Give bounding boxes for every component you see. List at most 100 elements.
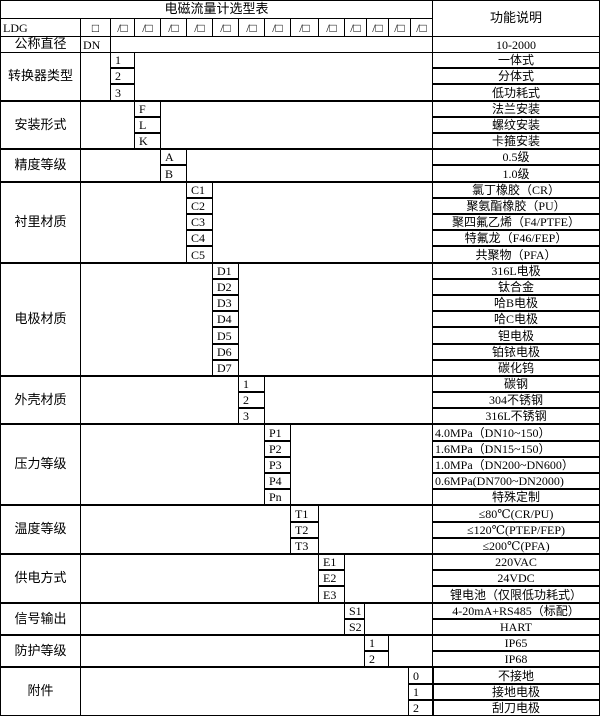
option-description: 0.6MPa(DN700~DN2000) [432, 473, 600, 489]
option-description: 碳钢 [432, 376, 600, 392]
option-description: 0.5级 [432, 149, 600, 165]
option-description: 4-20mA+RS485（标配） [432, 603, 600, 619]
option-code: D7 [212, 360, 239, 376]
model-box: /□ [344, 18, 367, 37]
option-description: 刮刀电极 [432, 700, 600, 716]
option-description: 304不锈钢 [432, 392, 600, 408]
option-code: 1 [364, 635, 389, 651]
nominal-diameter-label: 公称直径 [0, 36, 81, 53]
empty-cell [318, 505, 433, 554]
empty-cell [388, 635, 433, 667]
option-description: 316L不锈钢 [432, 408, 600, 424]
empty-cell [80, 149, 161, 182]
option-code: E2 [318, 570, 345, 586]
option-code: L [134, 117, 161, 133]
option-description: 分体式 [432, 68, 600, 84]
model-box: /□ [366, 18, 389, 37]
option-code: D6 [212, 344, 239, 360]
option-description: 一体式 [432, 52, 600, 68]
option-description: 220VAC [432, 554, 600, 570]
option-code: Pn [264, 489, 291, 505]
option-code: P2 [264, 441, 291, 457]
empty-cell [80, 263, 213, 376]
option-description: 1.0MPa（DN200~DN600） [432, 457, 600, 473]
function-header: 功能说明 [432, 0, 600, 37]
option-code: F [134, 101, 161, 117]
option-code: C3 [186, 214, 213, 230]
empty-cell [160, 101, 433, 149]
model-box: □ [80, 18, 111, 37]
empty-cell [80, 505, 291, 554]
empty-cell [110, 36, 433, 53]
option-code: K [134, 133, 161, 149]
option-description: 特氟龙（F46/FEP） [432, 230, 600, 246]
option-code: E3 [318, 586, 345, 603]
option-description: ≤200℃(PFA) [432, 538, 600, 554]
model-box: /□ [212, 18, 239, 37]
option-code: T2 [290, 522, 319, 538]
option-description: 特殊定制 [432, 489, 600, 505]
option-description: 1.0级 [432, 165, 600, 182]
group-label: 衬里材质 [0, 182, 81, 263]
model-box: /□ [318, 18, 345, 37]
option-description: 哈B电极 [432, 295, 600, 311]
option-description: 哈C电极 [432, 311, 600, 327]
group-label: 外壳材质 [0, 376, 81, 424]
group-label: 信号输出 [0, 603, 81, 635]
empty-cell [364, 603, 433, 635]
empty-cell [80, 52, 111, 101]
empty-cell [186, 149, 433, 182]
option-code: 2 [408, 700, 433, 716]
model-prefix: LDG [0, 18, 81, 37]
option-code: C2 [186, 198, 213, 214]
option-description: 螺纹安装 [432, 117, 600, 133]
empty-cell [80, 635, 365, 667]
option-code: 1 [408, 684, 433, 700]
option-description: 钽电极 [432, 327, 600, 344]
option-description: 钛合金 [432, 279, 600, 295]
option-description: 卡箍安装 [432, 133, 600, 149]
option-code: D1 [212, 263, 239, 279]
model-box: /□ [264, 18, 291, 37]
option-code: P1 [264, 424, 291, 441]
option-description: 共聚物（PFA） [432, 246, 600, 263]
option-description: IP65 [432, 635, 600, 651]
option-description: 氯丁橡胶（CR） [432, 182, 600, 198]
option-code: S1 [344, 603, 365, 619]
option-description: 低功耗式 [432, 84, 600, 101]
model-box: /□ [388, 18, 411, 37]
option-code: 2 [110, 68, 135, 84]
option-code: T3 [290, 538, 319, 554]
group-label: 供电方式 [0, 554, 81, 603]
option-code: P4 [264, 473, 291, 489]
model-box: /□ [160, 18, 187, 37]
option-description: 接地电极 [432, 684, 600, 700]
group-label: 防护等级 [0, 635, 81, 667]
empty-cell [80, 101, 135, 149]
option-code: S2 [344, 619, 365, 635]
option-description: 4.0MPa（DN10~150） [432, 424, 600, 441]
option-description: 锂电池（仅限低功耗式） [432, 586, 600, 603]
model-box: /□ [110, 18, 135, 37]
model-box: /□ [134, 18, 161, 37]
model-box: /□ [186, 18, 213, 37]
model-box: /□ [290, 18, 319, 37]
option-description: 法兰安装 [432, 101, 600, 117]
group-label: 压力等级 [0, 424, 81, 505]
empty-cell [80, 603, 345, 635]
option-description: 聚氨酯橡胶（PU） [432, 198, 600, 214]
group-label: 温度等级 [0, 505, 81, 554]
option-code: 1 [110, 52, 135, 68]
option-code: E1 [318, 554, 345, 570]
option-code: D3 [212, 295, 239, 311]
option-code: C1 [186, 182, 213, 198]
group-label: 安装形式 [0, 101, 81, 149]
empty-cell [80, 376, 239, 424]
nominal-diameter-code: DN [80, 36, 111, 53]
option-code: B [160, 165, 187, 182]
option-code: 3 [110, 84, 135, 101]
option-description: 1.6MPa（DN15~150） [432, 441, 600, 457]
model-box: /□ [238, 18, 265, 37]
option-code: C4 [186, 230, 213, 246]
